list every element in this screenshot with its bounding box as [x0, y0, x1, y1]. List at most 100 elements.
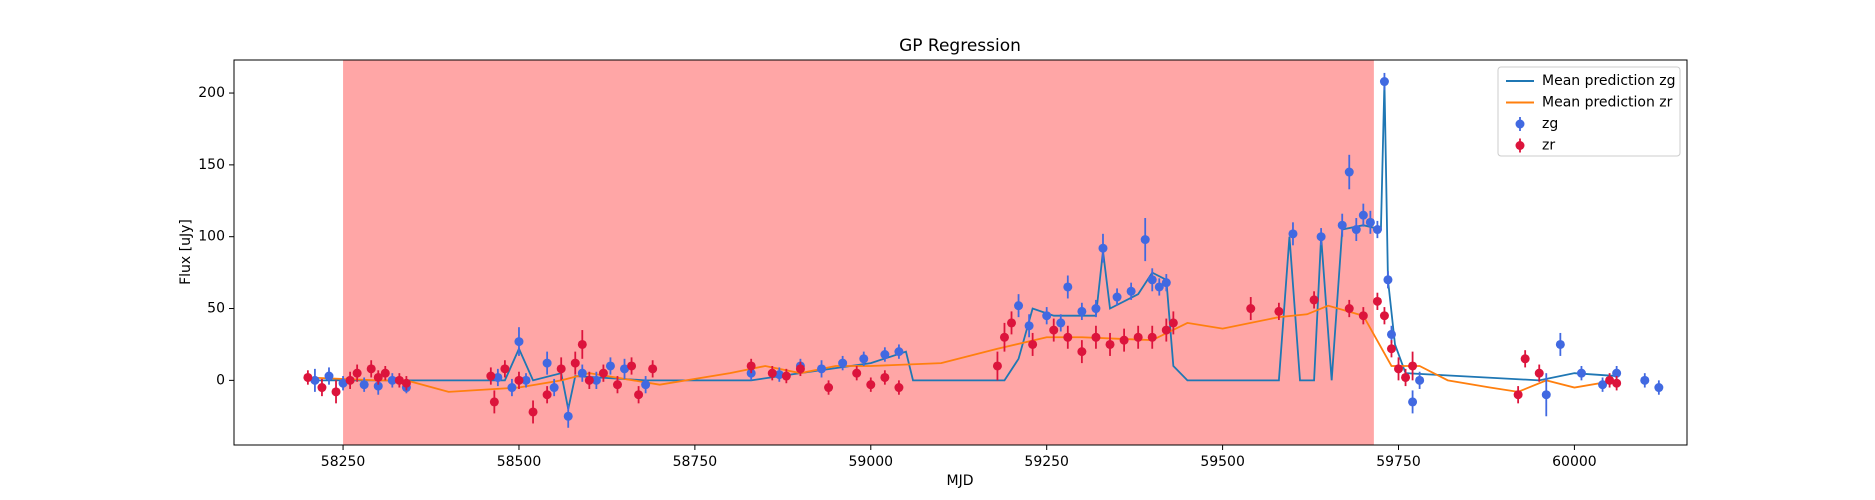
data-point: [1028, 339, 1038, 349]
data-point: [1351, 225, 1361, 235]
legend-marker: [1515, 119, 1525, 129]
data-point: [1379, 77, 1389, 87]
data-point: [1014, 301, 1024, 311]
x-tick-label: 60000: [1552, 454, 1597, 470]
data-point: [563, 411, 573, 421]
data-point: [373, 372, 383, 382]
data-point: [549, 383, 559, 393]
data-point: [345, 375, 355, 385]
data-point: [1091, 304, 1101, 314]
x-tick-label: 59750: [1376, 454, 1421, 470]
data-point: [331, 387, 341, 397]
data-point: [746, 361, 756, 371]
data-point: [1147, 332, 1157, 342]
data-point: [1654, 383, 1664, 393]
data-point: [1042, 311, 1052, 321]
data-point: [859, 354, 869, 364]
data-point: [1246, 304, 1256, 314]
y-tick-label: 0: [216, 372, 225, 388]
data-point: [1098, 243, 1108, 253]
data-point: [1520, 354, 1530, 364]
data-point: [1049, 325, 1059, 335]
data-point: [577, 339, 587, 349]
data-point: [1408, 397, 1418, 407]
data-point: [380, 368, 390, 378]
data-point: [880, 349, 890, 359]
legend-label: zr: [1542, 138, 1555, 154]
data-point: [880, 372, 890, 382]
data-point: [1112, 292, 1122, 302]
data-point: [500, 364, 510, 374]
data-point: [514, 375, 524, 385]
data-point: [507, 383, 517, 393]
data-point: [838, 358, 848, 368]
data-point: [1394, 364, 1404, 374]
data-point: [1365, 217, 1375, 227]
data-point: [620, 364, 630, 374]
data-point: [373, 381, 383, 391]
data-point: [1126, 286, 1136, 296]
data-point: [401, 378, 411, 388]
data-point: [387, 375, 397, 385]
data-point: [1386, 344, 1396, 354]
x-axis-label: MJD: [947, 473, 974, 489]
highlight-span: [343, 60, 1374, 445]
data-point: [598, 368, 608, 378]
data-point: [1147, 275, 1157, 285]
data-point: [612, 380, 622, 390]
data-point: [1161, 278, 1171, 288]
data-point: [1288, 229, 1298, 239]
legend-label: Mean prediction zg: [1542, 73, 1676, 89]
data-point: [489, 397, 499, 407]
legend-marker: [1515, 141, 1525, 150]
data-point: [1119, 335, 1129, 345]
data-point: [324, 371, 334, 381]
data-point: [852, 368, 862, 378]
data-point: [817, 364, 827, 374]
legend-label: zg: [1542, 116, 1558, 132]
data-point: [1612, 378, 1622, 388]
data-point: [866, 380, 876, 390]
data-point: [1274, 306, 1284, 316]
data-point: [1358, 210, 1368, 220]
data-point: [1344, 167, 1354, 177]
data-point: [1056, 318, 1066, 328]
data-point: [1555, 339, 1565, 349]
data-point: [634, 390, 644, 400]
data-point: [528, 407, 538, 417]
data-point: [577, 368, 587, 378]
data-point: [366, 364, 376, 374]
data-point: [1077, 347, 1087, 357]
data-point: [317, 383, 327, 393]
x-tick-label: 59500: [1200, 454, 1245, 470]
x-tick-label: 58250: [321, 454, 366, 470]
chart-title: GP Regression: [899, 36, 1021, 56]
data-point: [1140, 235, 1150, 245]
data-point: [894, 347, 904, 357]
data-point: [1372, 225, 1382, 235]
data-point: [303, 372, 313, 382]
data-point: [542, 358, 552, 368]
data-point: [774, 370, 784, 380]
y-tick-label: 200: [198, 85, 225, 101]
data-point: [521, 375, 531, 385]
data-point: [1401, 372, 1411, 382]
data-point: [1612, 368, 1622, 378]
data-point: [359, 380, 369, 390]
y-tick-label: 150: [198, 157, 225, 173]
data-point: [1133, 332, 1143, 342]
data-point: [1358, 311, 1368, 321]
y-tick-label: 100: [198, 229, 225, 245]
data-point: [648, 364, 658, 374]
plot-area: [303, 72, 1664, 428]
data-point: [394, 375, 404, 385]
x-tick-label: 58500: [497, 454, 542, 470]
data-point: [781, 371, 791, 381]
data-point: [584, 375, 594, 385]
data-point: [1007, 318, 1017, 328]
data-point: [486, 371, 496, 381]
data-point: [1415, 375, 1425, 385]
data-point: [1154, 282, 1164, 292]
data-point: [1640, 375, 1650, 385]
